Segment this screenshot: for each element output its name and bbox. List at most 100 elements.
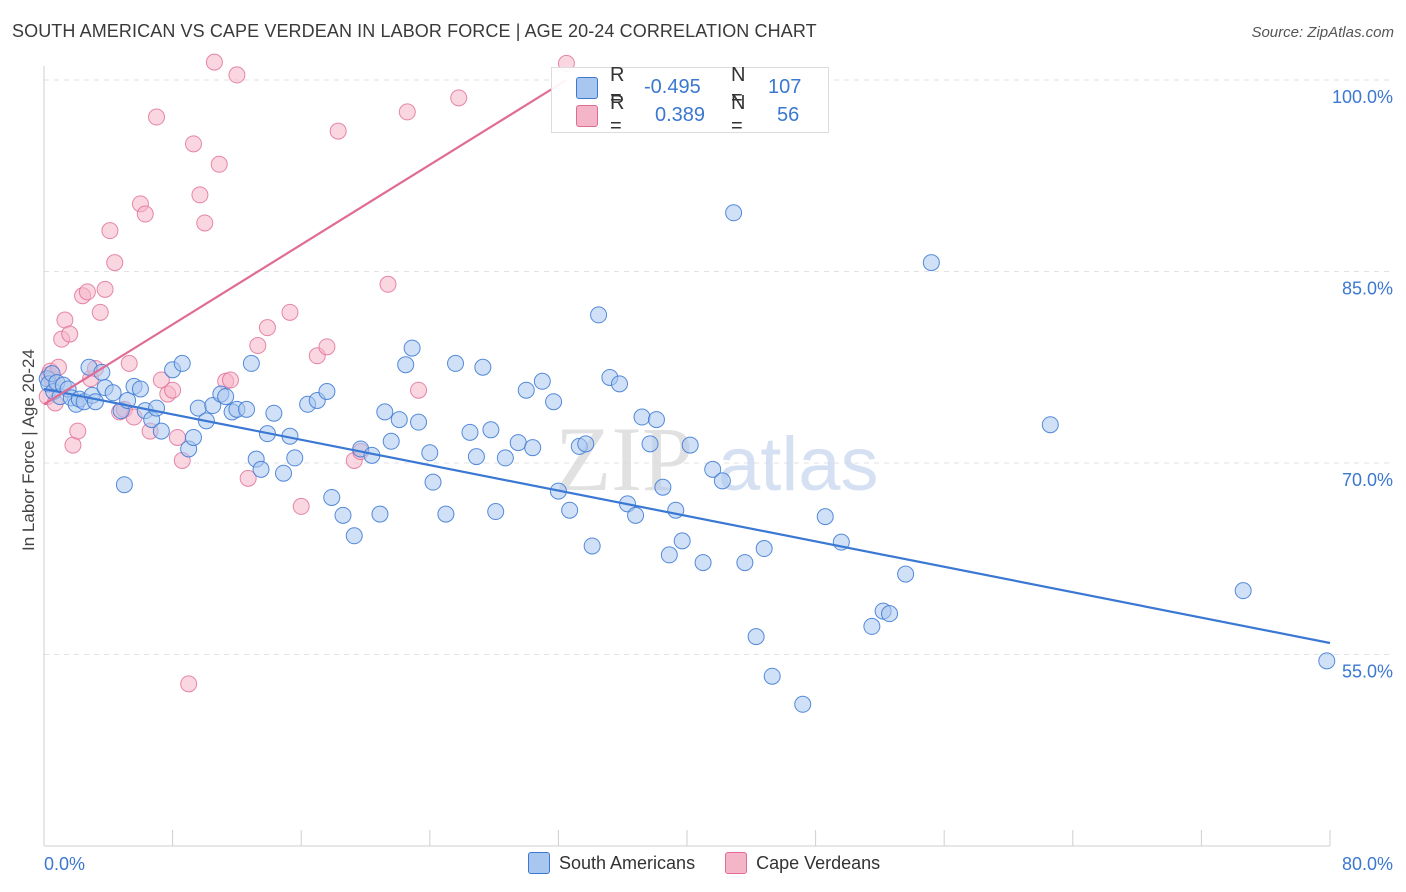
south-american-point — [863, 617, 881, 635]
south-american-point — [583, 537, 601, 555]
cape-verdean-point — [180, 675, 198, 693]
south-american-point — [694, 554, 712, 572]
south-american-point — [881, 605, 899, 623]
south-american-point — [173, 354, 191, 372]
south-american-point — [184, 428, 202, 446]
south-american-point — [681, 436, 699, 454]
cape-verdean-point — [69, 422, 87, 440]
south-american-point — [323, 488, 341, 506]
y-tick-label: 55.0% — [1342, 662, 1393, 682]
south-american-point — [252, 460, 270, 478]
south-american-point — [633, 408, 651, 426]
south-american-point — [590, 306, 608, 324]
south-american-point — [265, 404, 283, 422]
south-american-point — [397, 356, 415, 374]
south-american-point — [704, 460, 722, 478]
south-american-point — [382, 432, 400, 450]
south-american-point — [794, 695, 812, 713]
legend-south-americans-label: South Americans — [559, 852, 696, 873]
south-american-point — [673, 532, 691, 550]
legend-pink-swatch — [725, 852, 748, 874]
south-american-point — [496, 449, 514, 467]
cape-verdean-point — [78, 283, 96, 301]
cape-verdean-point — [61, 325, 79, 343]
south-american-point — [1234, 582, 1252, 600]
cape-verdean-point — [205, 53, 223, 71]
cape-verdean-point — [281, 303, 299, 321]
south-american-point — [922, 254, 940, 272]
cape-verdeans-trend-line — [43, 79, 568, 406]
cape-verdean-point — [221, 371, 239, 389]
south-american-point — [242, 354, 260, 372]
cape-verdean-point — [106, 254, 124, 272]
south-american-point — [533, 372, 551, 390]
south-american-point — [461, 423, 479, 441]
cape-verdean-point — [101, 222, 119, 240]
cape-verdean-point — [318, 338, 336, 356]
cape-verdean-point — [184, 135, 202, 153]
south-american-point — [104, 384, 122, 402]
blue-r-value: -0.495 — [644, 75, 701, 98]
y-axis-label-wrap: In Labor Force | Age 20-24 — [16, 100, 42, 800]
cape-verdean-point — [329, 122, 347, 140]
cape-verdean-point — [249, 337, 267, 355]
cape-verdeans-points — [38, 53, 575, 693]
legend-blue-swatch — [528, 852, 550, 874]
south-american-point — [747, 628, 765, 646]
south-american-point — [577, 435, 595, 453]
south-american-point — [204, 397, 222, 415]
south-american-point — [467, 448, 485, 466]
south-americans-points — [38, 204, 1336, 713]
south-american-point — [152, 422, 170, 440]
trend-lines — [43, 79, 1331, 645]
cape-verdean-point — [91, 303, 109, 321]
south-american-point — [517, 381, 535, 399]
x-tick-label: 0.0% — [44, 854, 85, 874]
cape-verdean-point — [379, 275, 397, 293]
south-american-point — [1318, 652, 1336, 670]
pink-r-value: 0.389 — [655, 103, 706, 126]
south-american-point — [487, 503, 505, 521]
legend-cape-verdeans: Cape Verdeans — [725, 852, 880, 874]
south-american-point — [115, 476, 133, 494]
stats-legend: R = -0.495 N = 107 R = 0.389 N = 56 — [551, 64, 829, 137]
south-american-point — [345, 527, 363, 545]
y-axis-label: In Labor Force | Age 20-24 — [19, 349, 38, 551]
cape-verdean-point — [450, 89, 468, 107]
pink-n-value: 56 — [777, 103, 800, 126]
legend-cape-verdeans-label: Cape Verdeans — [756, 852, 881, 873]
south-american-point — [641, 435, 659, 453]
axes — [43, 66, 1331, 847]
r-label: R = — [610, 92, 625, 137]
south-american-point — [217, 388, 235, 406]
south-american-point — [755, 540, 773, 558]
south-american-point — [627, 506, 645, 524]
south-american-point — [660, 546, 678, 564]
legend-south-americans: South Americans — [528, 852, 695, 874]
cape-verdean-point — [258, 319, 276, 337]
south-american-point — [334, 506, 352, 524]
bottom-legend: South Americans Cape Verdeans — [528, 852, 880, 874]
cape-verdean-point — [136, 205, 154, 223]
south-american-point — [376, 403, 394, 421]
south-american-point — [371, 505, 389, 523]
cape-verdean-point — [164, 381, 182, 399]
chart-title: SOUTH AMERICAN VS CAPE VERDEAN IN LABOR … — [12, 21, 817, 41]
n-label: N = — [731, 64, 746, 109]
south-american-point — [86, 393, 104, 411]
r-label: R = — [610, 64, 625, 109]
south-americans-trend-line — [43, 387, 1331, 645]
south-american-point — [148, 399, 166, 417]
y-tick-label: 100.0% — [1332, 87, 1393, 107]
tick-labels: 55.0% 70.0% 85.0% 100.0% 0.0% 80.0% — [44, 87, 1393, 874]
south-american-point — [474, 358, 492, 376]
y-tick-label: 85.0% — [1342, 279, 1393, 299]
cape-verdean-point — [292, 497, 310, 515]
cape-verdean-point — [96, 280, 114, 298]
pink-swatch — [576, 105, 598, 127]
south-american-point — [654, 478, 672, 496]
south-american-point — [816, 508, 834, 526]
cape-verdean-point — [191, 186, 209, 204]
south-american-point — [447, 354, 465, 372]
